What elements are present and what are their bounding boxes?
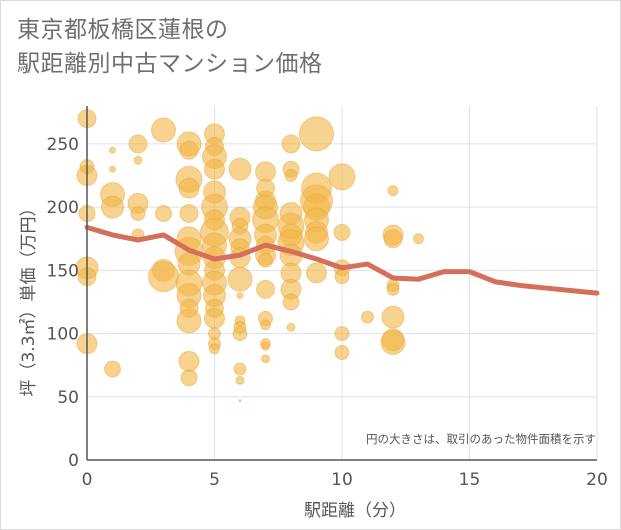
bubble-point	[260, 319, 271, 331]
bubble-point	[333, 223, 351, 241]
y-tick-label: 150	[47, 261, 79, 281]
y-tick-label: 50	[57, 388, 79, 408]
bubble-point	[128, 134, 148, 154]
bubble-point	[178, 177, 200, 199]
bubble-point	[281, 134, 301, 154]
bubble-point	[328, 163, 356, 191]
bubble-point	[380, 329, 406, 355]
tick-labels: 0 50 100 150 200 250 0 5 10 15 20	[47, 135, 608, 490]
bubble-size-note: 円の大きさは、取引のあった物件面積を示す	[366, 432, 596, 446]
bubble-point	[235, 375, 245, 385]
x-tick-label: 10	[331, 470, 353, 490]
y-tick-label: 200	[47, 198, 79, 218]
bubble-point	[304, 226, 329, 252]
bubble-point	[232, 326, 248, 342]
x-tick-label: 0	[82, 470, 93, 490]
bubble-point	[282, 293, 300, 311]
bubble-point	[204, 307, 225, 329]
bubble-point	[148, 261, 179, 293]
bubble-point	[179, 140, 199, 160]
bubble-point	[361, 310, 374, 324]
chart-title: 東京都板橋区蓮根の 駅距離別中古マンション価格	[17, 13, 323, 81]
bubble-point	[306, 262, 327, 284]
bubble-point	[413, 233, 424, 245]
bubble-point	[381, 305, 405, 329]
y-tick-label: 250	[47, 135, 79, 155]
bubble-point	[334, 269, 350, 285]
x-tick-label: 5	[209, 470, 220, 490]
bubble-point	[227, 266, 253, 292]
y-tick-label: 100	[47, 325, 79, 345]
bubble-point	[334, 345, 350, 361]
bubble-point	[209, 343, 220, 355]
bubble-point	[386, 282, 400, 296]
bubble-series	[75, 109, 424, 403]
bubble-point	[261, 341, 270, 351]
bubble-point	[151, 117, 176, 143]
x-tick-label: 15	[459, 470, 481, 490]
bubble-point	[176, 308, 202, 334]
bubble-point	[284, 169, 298, 183]
bubble-point	[383, 229, 403, 249]
bubble-point	[204, 158, 225, 180]
bubble-point	[180, 369, 198, 387]
bubble-point	[387, 185, 399, 197]
chart-title-line1: 東京都板橋区蓮根の	[17, 17, 229, 43]
axes	[86, 106, 597, 461]
bubble-point	[155, 204, 172, 222]
bubble-point	[133, 155, 143, 165]
bubble-point	[130, 205, 146, 221]
bubble-point	[236, 292, 244, 300]
bubble-point	[178, 350, 200, 372]
bubble-point	[258, 252, 273, 268]
x-axis-label: 駅距離（分）	[304, 501, 406, 521]
bubble-point	[334, 326, 350, 342]
bubble-point	[238, 399, 242, 403]
bubble-point	[261, 354, 270, 364]
bubble-point	[179, 203, 199, 223]
bubble-point	[101, 195, 124, 219]
average-line-series	[84, 224, 600, 296]
y-axis-label: 坪（3.3㎡）単価（万円）	[19, 199, 39, 396]
bubble-point	[104, 360, 121, 378]
bubble-point	[109, 165, 116, 173]
bubble-point	[233, 362, 247, 376]
y-tick-label: 0	[68, 451, 79, 471]
bubble-point	[286, 322, 296, 332]
average-price-line	[84, 224, 600, 296]
x-tick-label: 20	[586, 470, 608, 490]
bubble-point	[256, 279, 275, 299]
bubble-point	[299, 116, 334, 152]
bubble-point	[109, 146, 116, 154]
bubble-point	[228, 157, 252, 181]
chart-title-line2: 駅距離別中古マンション価格	[17, 51, 323, 77]
